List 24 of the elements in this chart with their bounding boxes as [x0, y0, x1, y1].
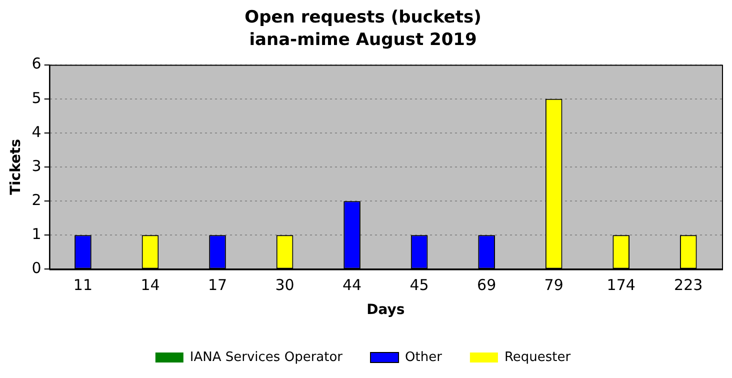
y-tick-label: 4 — [32, 122, 42, 141]
x-tick-label: 44 — [342, 276, 362, 294]
x-tick-label: 11 — [73, 276, 93, 294]
x-axis-title: Days — [366, 302, 405, 318]
x-tick-label: 14 — [140, 276, 160, 294]
y-tick-label: 6 — [32, 54, 42, 73]
x-tick-label: 30 — [275, 276, 294, 294]
x-tick-label: 69 — [477, 276, 496, 294]
legend-label: Other — [405, 350, 443, 365]
y-tick-label: 3 — [32, 156, 42, 175]
x-tick-label: 174 — [606, 276, 636, 294]
y-tick-label: 5 — [32, 88, 42, 107]
y-tick-label: 2 — [32, 190, 42, 209]
y-tick-label: 1 — [32, 225, 42, 244]
y-tick-label: 0 — [32, 259, 42, 278]
chart-title: Open requests (buckets) — [244, 8, 482, 28]
x-tick-label: 79 — [544, 276, 564, 294]
x-tick-label: 17 — [208, 276, 228, 294]
x-tick-label: 45 — [410, 276, 429, 294]
legend-label: IANA Services Operator — [190, 350, 344, 365]
y-axis-title: Tickets — [8, 138, 24, 196]
x-tick-label: 223 — [674, 276, 703, 294]
chart-subtitle: iana-mime August 2019 — [249, 30, 477, 50]
legend-label: Requester — [504, 350, 572, 365]
